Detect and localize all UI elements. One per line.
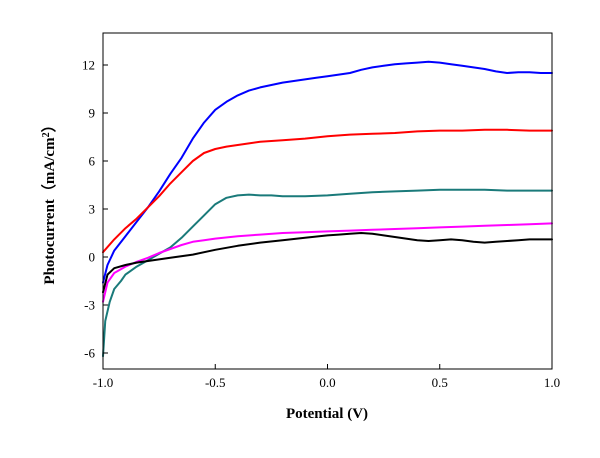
y-tick-label: 12 [82,58,95,73]
y-tick-label: 3 [89,202,96,217]
y-tick-label: -6 [84,346,95,361]
series-line-4 [102,222,553,303]
series-line-2 [102,128,553,254]
plot-frame [102,32,553,370]
y-axis-title-main: Photocurrent（mA/cm [40,137,58,285]
series-line-5 [102,232,553,294]
y-tick-label: 0 [89,250,96,265]
y-axis-title-tail: ） [40,117,58,132]
y-tick-label: 6 [89,154,96,169]
x-tick-label: -0.5 [205,375,226,390]
x-tick-label: 1.0 [544,375,560,390]
y-axis-title: Photocurrent（mA/cm2） [40,117,58,284]
x-axis-ticks: -1.0 -0.5 0.0 0.5 1.0 [93,364,560,390]
y-tick-label: -3 [84,298,95,313]
series-line-1 [102,60,553,284]
y-axis-title-superscript: 2 [41,132,52,137]
x-tick-label: 0.0 [319,375,335,390]
y-axis-ticks: -6 -3 0 3 6 9 12 [82,58,108,361]
x-tick-label: 0.5 [432,375,448,390]
x-tick-label: -1.0 [93,375,114,390]
x-axis-title: Potential (V) [286,406,368,422]
series-layer [102,60,553,358]
series-line-3 [102,188,553,358]
y-tick-label: 9 [89,106,96,121]
